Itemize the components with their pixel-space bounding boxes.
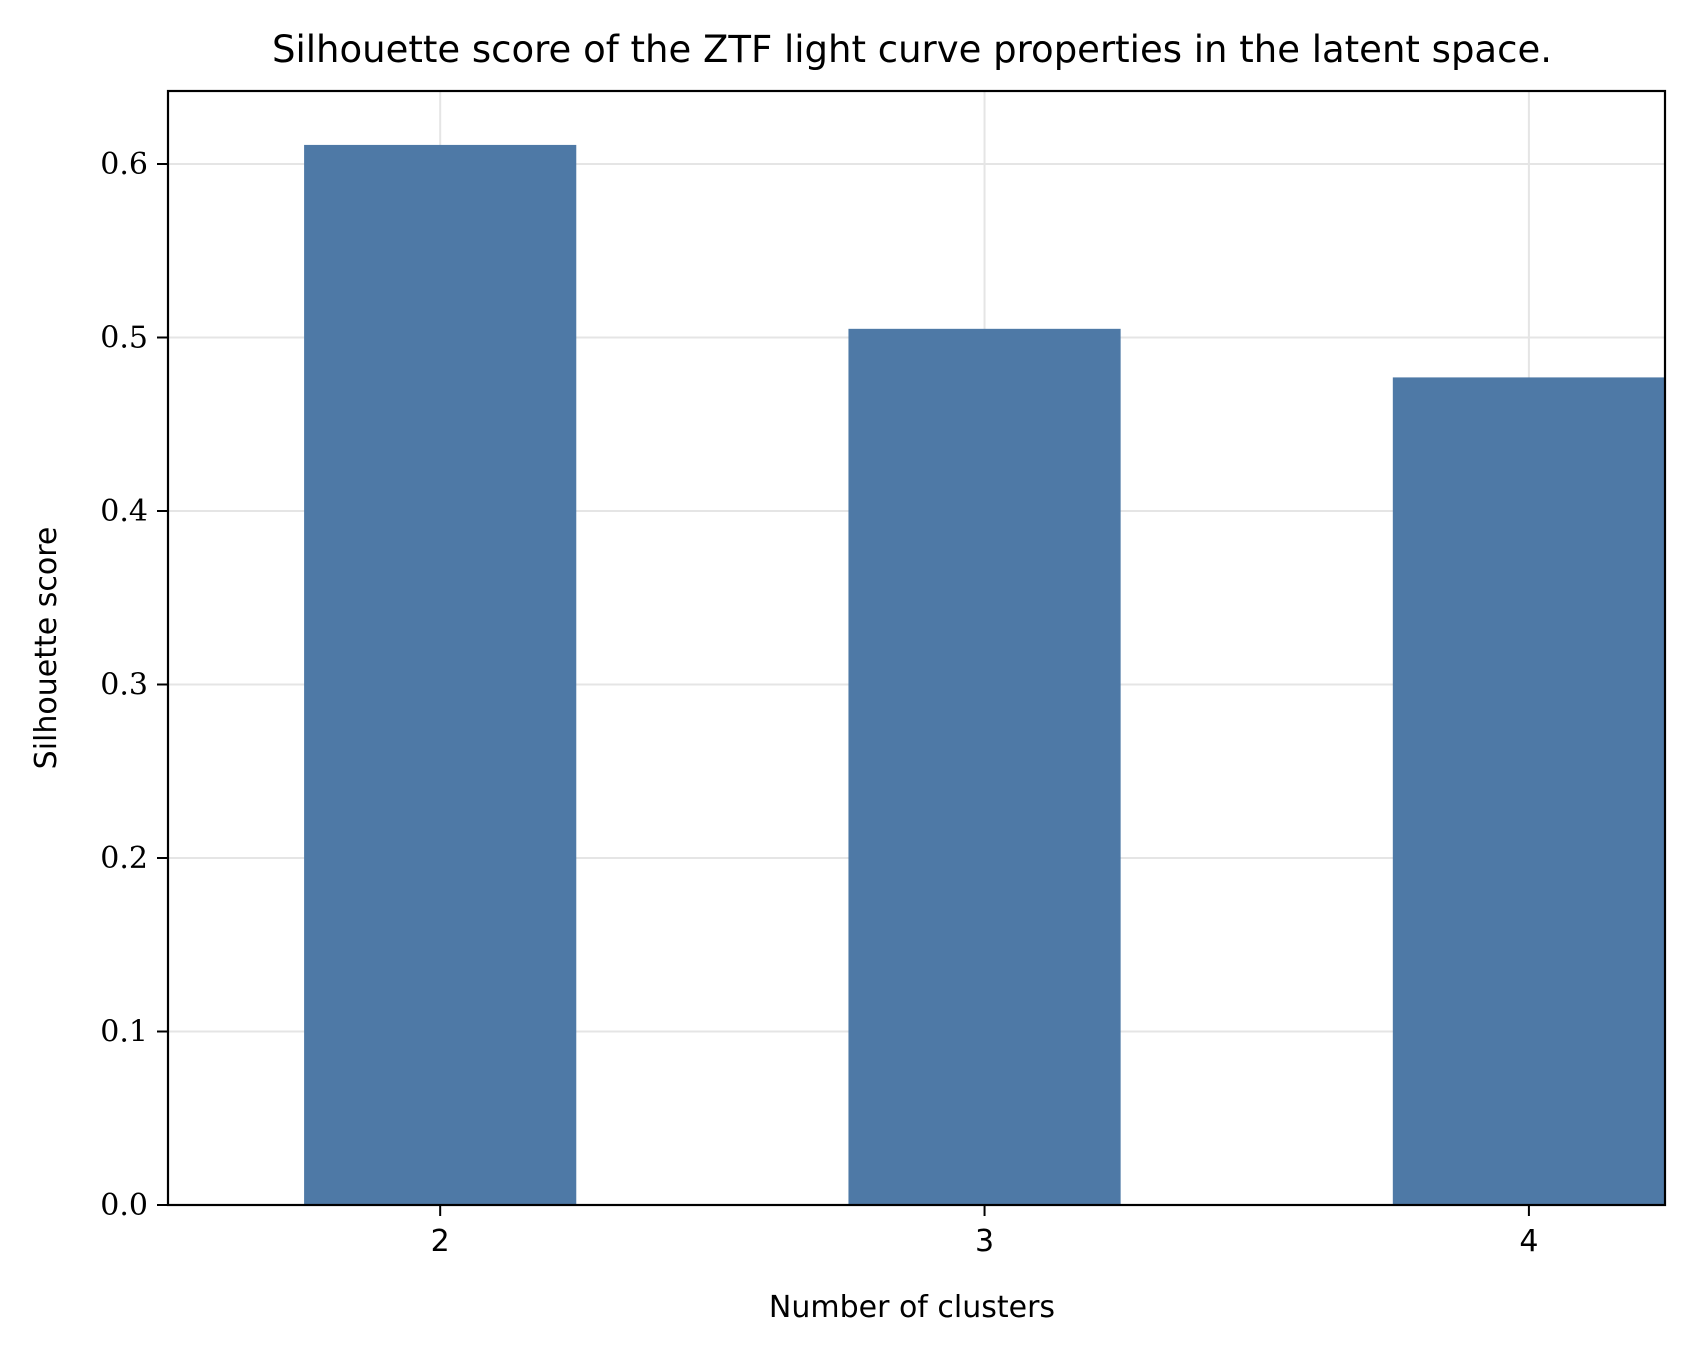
plot-frame (166, 89, 1667, 1207)
y-tick-label: 0.2 (100, 841, 148, 876)
x-tick-label: 2 (431, 1224, 450, 1259)
chart-title: Silhouette score of the ZTF light curve … (272, 28, 1552, 71)
y-tick-label: 0.1 (100, 1015, 148, 1050)
y-tick-label: 0.6 (100, 147, 148, 182)
bar-2 (304, 144, 577, 1205)
y-axis-label: Silhouette score (29, 527, 64, 770)
x-tick-label: 4 (1519, 1224, 1538, 1259)
y-tick-label: 0.3 (100, 668, 148, 703)
bars (304, 144, 1665, 1205)
ticks: 0.0 0.1 0.2 0.3 0.4 0.5 0.6 2 3 4 (100, 147, 1538, 1259)
bar-3 (848, 328, 1121, 1205)
bar-4 (1392, 377, 1665, 1205)
x-axis-label: Number of clusters (769, 1290, 1055, 1325)
y-tick-label: 0.0 (100, 1188, 148, 1223)
y-tick-label: 0.4 (100, 494, 148, 529)
y-tick-label: 0.5 (100, 321, 148, 356)
x-tick-label: 3 (975, 1224, 994, 1259)
